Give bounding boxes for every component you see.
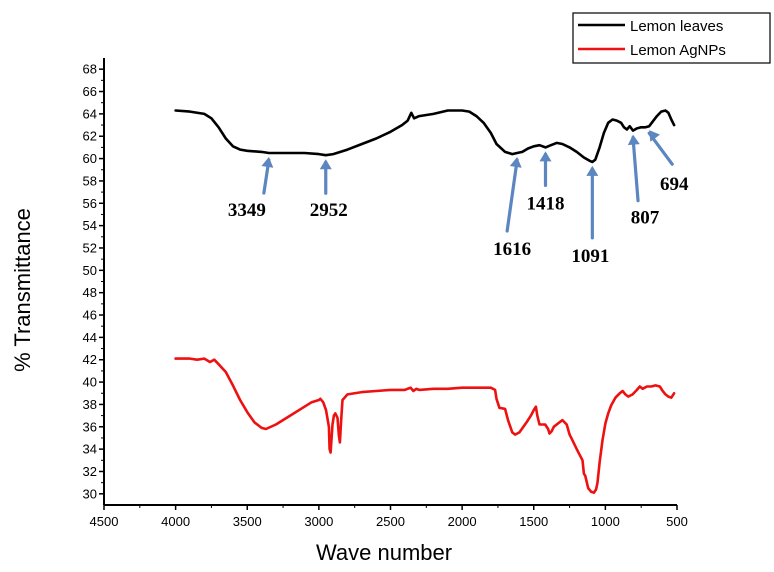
y-tick-label: 58 (83, 173, 97, 188)
y-tick-label: 34 (83, 442, 97, 457)
annotation-label: 3349 (228, 200, 266, 221)
y-tick-label: 54 (83, 218, 97, 233)
y-tick-label: 52 (83, 240, 97, 255)
annotation-label: 2952 (310, 200, 348, 221)
y-tick-label: 30 (83, 486, 97, 501)
series-line-lemon-agnps (174, 357, 676, 494)
y-tick-label: 64 (83, 106, 97, 121)
x-tick-label: 4500 (90, 514, 119, 529)
y-tick-label: 62 (83, 129, 97, 144)
y-tick-label: 42 (83, 352, 97, 367)
y-tick-label: 36 (83, 419, 97, 434)
series-layer (174, 109, 676, 494)
y-tick-label: 60 (83, 151, 97, 166)
annotation-label: 694 (660, 174, 689, 195)
y-tick-label: 68 (83, 62, 97, 77)
y-tick-label: 66 (83, 84, 97, 99)
y-tick-label: 32 (83, 464, 97, 479)
y-tick-label: 44 (83, 330, 97, 345)
y-tick-label: 56 (83, 196, 97, 211)
x-tick-label: 500 (666, 514, 688, 529)
annotation-arrowhead (649, 130, 660, 142)
axes: 4500 4000 3500 3000 2500 2000 1500 1000 500 30 32 3… (83, 58, 688, 529)
annotation-arrowhead (261, 156, 274, 168)
y-tick-label: 50 (83, 263, 97, 278)
y-tick-label: 48 (83, 285, 97, 300)
annotation-label: 1091 (571, 246, 609, 267)
x-tick-label: 4000 (161, 514, 190, 529)
x-tick-label: 2500 (376, 514, 405, 529)
x-tick-label: 3000 (304, 514, 333, 529)
annotation-arrowhead (586, 165, 599, 176)
annotation-arrowhead (539, 151, 552, 162)
annotation-arrowhead (509, 156, 522, 168)
legend-label-lemon-leaves: Lemon leaves (630, 18, 723, 35)
annotation-label: 807 (631, 208, 660, 229)
series-line-lemon-leaves (174, 109, 676, 164)
annotation-arrow (631, 136, 640, 203)
y-tick-label: 40 (83, 375, 97, 390)
annotation-arrowhead (627, 134, 640, 146)
legend: Lemon leaves Lemon AgNPs (572, 12, 771, 64)
annotation-arrowhead (319, 159, 332, 170)
y-tick-label: 46 (83, 308, 97, 323)
annotation-label: 1418 (526, 193, 564, 214)
x-tick-label: 3500 (233, 514, 262, 529)
y-tick-label: 38 (83, 397, 97, 412)
annotation-label: 1616 (493, 239, 531, 260)
x-tick-label: 2000 (448, 514, 477, 529)
annotation-arrow (505, 158, 519, 233)
legend-label-lemon-agnps: Lemon AgNPs (630, 42, 726, 59)
x-tick-label: 1000 (591, 514, 620, 529)
y-axis-title: % Transmittance (10, 208, 35, 372)
x-axis-title: Wave number (316, 540, 452, 565)
x-tick-label: 1500 (519, 514, 548, 529)
legend-box (572, 12, 771, 64)
